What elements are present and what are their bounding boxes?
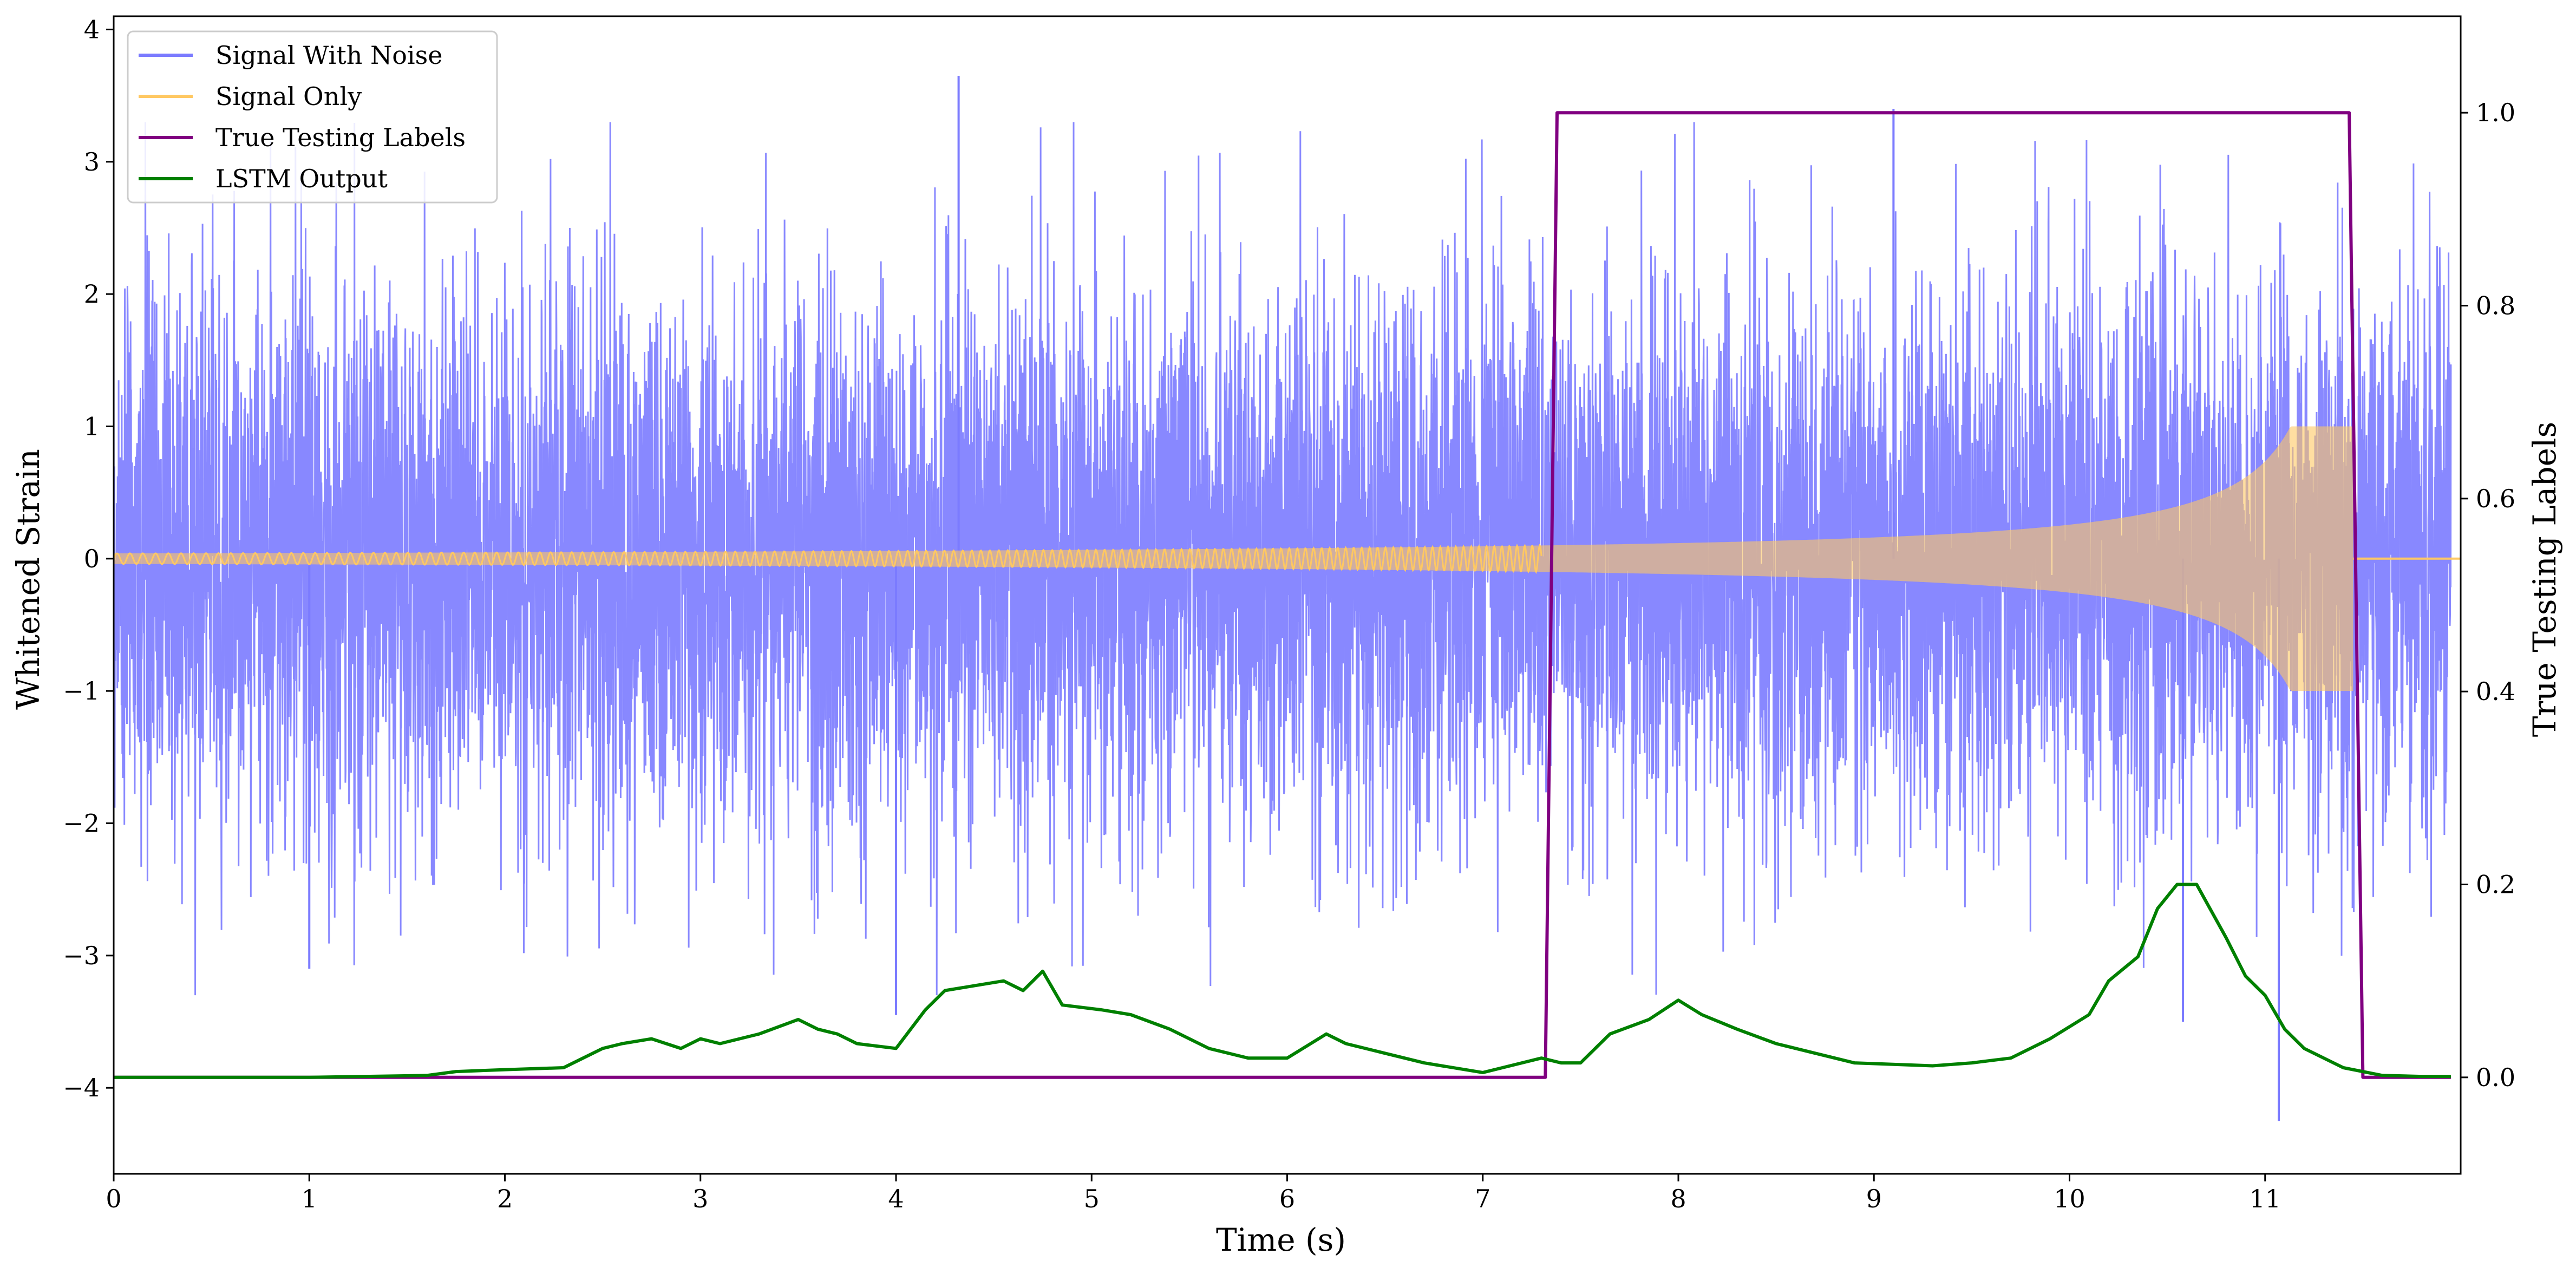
y-axis-title: Whitened Strain	[10, 449, 47, 710]
y-axis-right-title: True Testing Labels	[2526, 422, 2563, 737]
legend-entry-label: Signal With Noise	[215, 41, 442, 70]
x-tick-label: 4	[888, 1184, 904, 1213]
true-testing-labels-line	[114, 111, 2451, 1079]
legend-box	[127, 30, 498, 204]
x-axis: 0 1 2 3 4 5 6 7 8 9 10 11	[106, 1174, 2281, 1213]
x-tick-label: 1	[302, 1184, 317, 1213]
x-tick-label: 10	[2054, 1184, 2085, 1213]
y-tick-label: 3	[84, 147, 100, 177]
y-axis-left: −4 −3 −2 −1 0 1 2 3 4	[63, 15, 114, 1102]
y-tick-label: −3	[63, 941, 100, 970]
lstm-series-layer	[114, 883, 2451, 1079]
y-tick-label: −2	[63, 808, 100, 838]
lstm-output-line	[114, 883, 2451, 1079]
y-right-tick-label: 0.6	[2476, 484, 2515, 513]
legend-entry-label: True Testing Labels	[215, 123, 466, 152]
y-tick-label: 0	[84, 544, 100, 573]
legend-entry-label: Signal Only	[215, 82, 362, 111]
y-tick-label: 2	[84, 279, 100, 309]
y-right-tick-label: 0.8	[2476, 291, 2515, 321]
y-axis-right: 0.0 0.2 0.4 0.6 0.8 1.0	[2461, 98, 2515, 1092]
legend: Signal With Noise Signal Only True Testing…	[127, 30, 498, 204]
x-tick-label: 3	[692, 1184, 708, 1213]
x-tick-label: 6	[1279, 1184, 1295, 1213]
y-tick-label: −4	[63, 1073, 100, 1102]
signal-only-line	[114, 544, 1542, 574]
x-tick-label: 7	[1475, 1184, 1490, 1213]
y-tick-label: −1	[63, 676, 100, 705]
y-right-tick-label: 0.2	[2476, 870, 2515, 899]
y-right-tick-label: 0.4	[2476, 677, 2515, 706]
y-right-tick-label: 1.0	[2476, 98, 2515, 127]
x-axis-title: Time (s)	[1216, 1221, 1346, 1258]
x-tick-label: 11	[2249, 1184, 2281, 1213]
x-tick-label: 8	[1670, 1184, 1686, 1213]
y-right-tick-label: 0.0	[2476, 1063, 2515, 1092]
x-tick-label: 5	[1084, 1184, 1100, 1213]
y-tick-label: 4	[84, 15, 100, 44]
y-tick-label: 1	[84, 411, 100, 441]
x-tick-label: 2	[497, 1184, 513, 1213]
labels-series-layer	[114, 111, 2451, 1079]
x-tick-label: 0	[106, 1184, 121, 1213]
legend-entry-label: LSTM Output	[215, 164, 388, 193]
chirp-series-layer	[114, 426, 2461, 691]
x-tick-label: 9	[1866, 1184, 1882, 1213]
